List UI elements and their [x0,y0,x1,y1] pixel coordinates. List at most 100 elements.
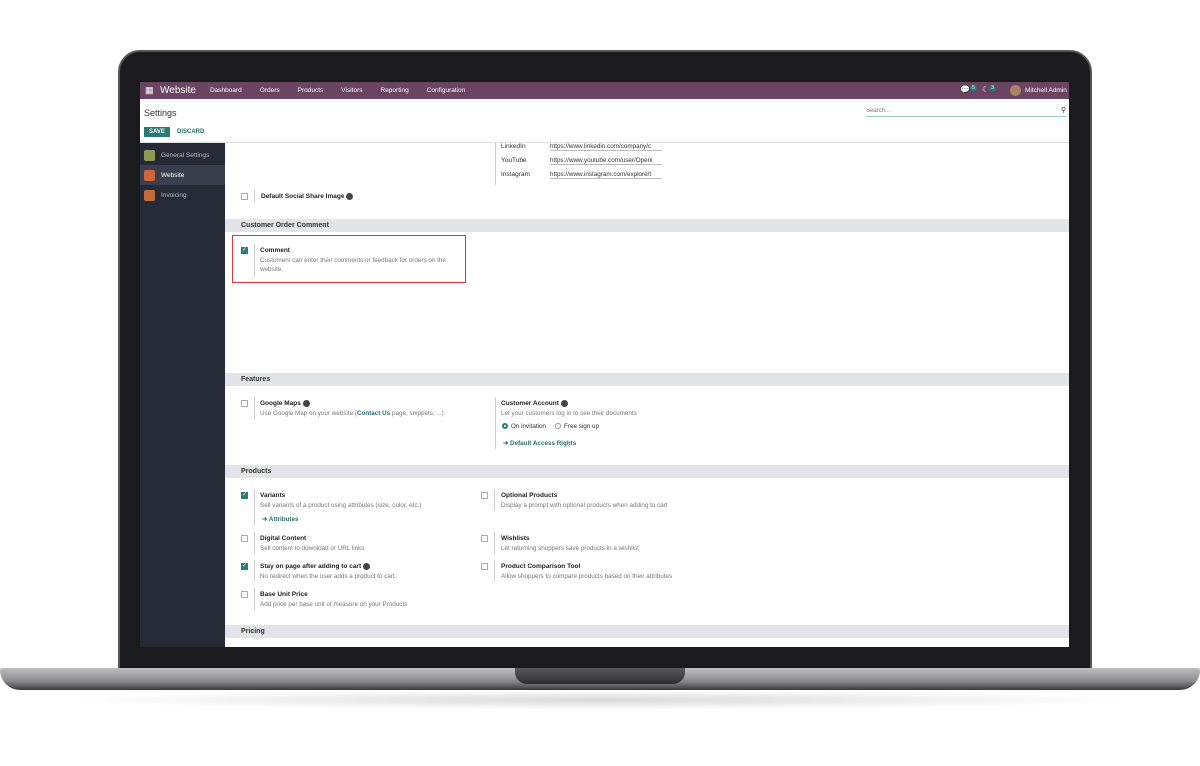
default-social-share-checkbox[interactable] [241,193,248,200]
divider [254,244,255,277]
stay-on-page-title: Stay on page after adding to cart [260,563,371,570]
control-panel: Settings SAVE DISCARD ⚲ [140,99,1069,143]
base-unit-price-title: Base Unit Price [260,591,308,598]
menu-products[interactable]: Products [297,87,324,94]
social-label-linkedin: LinkedIn [501,143,526,150]
comment-title: Comment [260,247,290,254]
sidebar-item-label: Invoicing [161,191,187,199]
linkedin-input[interactable]: https://www.linkedin.com/company/c [550,143,662,151]
on-invitation-label: On invitation [511,423,547,430]
variants-desc: Sell variants of a product using attribu… [260,502,422,509]
navbar: ▦ Website Dashboard Orders Products Visi… [140,82,1069,99]
contact-us-link[interactable]: Contact Us [356,410,391,417]
customer-account-desc: Let your customers log in to see their d… [501,410,637,417]
divider [254,532,255,554]
divider [494,560,495,582]
settings-sidebar: General Settings Website Invoicing [140,143,225,647]
wishlists-desc: Let returning shoppers save products in … [501,545,639,552]
divider [254,397,255,419]
sidebar-item-invoicing[interactable]: Invoicing [140,185,225,205]
app-name[interactable]: Website [160,85,196,96]
sidebar-item-label: Website [161,171,185,179]
divider [254,489,255,526]
variants-checkbox[interactable] [241,491,248,499]
section-products: Products [225,465,1069,478]
section-features: Features [225,373,1069,386]
menu-dashboard[interactable]: Dashboard [209,87,242,94]
product-comparison-desc: Allow shoppers to compare products based… [501,573,673,580]
user-name[interactable]: Mitchell Admin [1025,87,1067,94]
on-invitation-radio[interactable] [502,423,508,429]
wishlists-checkbox[interactable] [481,535,488,542]
stay-on-page-checkbox[interactable] [241,562,248,570]
apps-menu-icon[interactable]: ▦ [145,85,154,95]
section-customer-order-comment: Customer Order Comment [225,219,1069,232]
comment-desc-2: website. [260,266,284,273]
sidebar-item-label: General Settings [161,151,210,159]
divider [254,190,255,202]
divider [495,143,496,185]
customer-account-title: Customer Account [501,400,568,407]
digital-content-desc: Sell content to download or URL links [260,545,365,552]
page-title: Settings [144,108,177,118]
search-input[interactable] [866,106,1066,117]
divider [495,397,496,449]
avatar[interactable] [1010,85,1021,96]
discard-button[interactable]: DISCARD [177,129,205,135]
globe-icon [302,400,310,407]
instagram-input[interactable]: https://www.instagram.com/explore/t [550,171,662,179]
screen: ▦ Website Dashboard Orders Products Visi… [140,82,1069,647]
settings-content: LinkedIn https://www.linkedin.com/compan… [225,143,1069,647]
divider [254,560,255,582]
comment-checkbox[interactable] [241,246,248,254]
menu-orders[interactable]: Orders [259,87,280,94]
menu-visitors[interactable]: Visitors [341,87,363,94]
divider [254,588,255,610]
google-maps-checkbox[interactable] [241,400,248,407]
digital-content-checkbox[interactable] [241,535,248,542]
optional-products-desc: Display a prompt with optional products … [501,502,668,509]
stay-on-page-desc: No redirect when the user adds a product… [260,573,397,580]
messages-icon[interactable]: 💬 5 [960,85,977,94]
highlight-box [232,235,466,283]
digital-content-title: Digital Content [260,535,307,542]
save-button[interactable]: SAVE [144,127,170,137]
attributes-link[interactable]: ➔ Attributes [262,516,299,523]
sidebar-item-general-settings[interactable]: General Settings [140,145,225,165]
globe-icon [346,193,354,200]
laptop-shadow [60,690,1140,710]
free-signup-radio[interactable] [555,423,561,429]
social-label-youtube: YouTube [501,157,527,164]
product-comparison-title: Product Comparison Tool [501,563,581,570]
default-access-rights-link[interactable]: ➔ Default Access Rights [503,440,577,447]
activity-icon[interactable]: ☾ 3 [982,85,996,94]
google-maps-title: Google Maps [260,400,310,407]
laptop-notch [515,668,685,684]
default-social-share-title: Default Social Share Image [261,193,354,200]
product-comparison-checkbox[interactable] [481,563,488,570]
menu-reporting[interactable]: Reporting [380,87,409,94]
invoicing-icon [144,189,155,201]
optional-products-checkbox[interactable] [481,492,488,499]
globe-icon [363,563,371,570]
comment-desc: Customers can enter their comments or fe… [260,257,446,264]
search-icon[interactable]: ⚲ [1061,107,1067,114]
activity-badge: 3 [989,85,996,91]
divider [494,489,495,511]
wishlists-title: Wishlists [501,535,530,542]
section-pricing: Pricing [225,625,1069,638]
google-maps-desc: Use Google Map on your website (Contact … [260,410,444,417]
general-settings-icon [144,149,155,161]
youtube-input[interactable]: https://www.youtube.com/user/Openi [550,157,662,165]
base-unit-price-checkbox[interactable] [241,591,248,598]
menu-configuration[interactable]: Configuration [426,87,466,94]
base-unit-price-desc: Add price per base unit of measure on yo… [260,601,408,608]
globe-icon [560,400,568,407]
sidebar-item-website[interactable]: Website [140,165,225,185]
social-label-instagram: Instagram [501,171,530,178]
website-icon [144,169,155,181]
optional-products-title: Optional Products [501,492,558,499]
free-signup-label: Free sign up [564,423,600,430]
variants-title: Variants [260,492,286,499]
divider [494,532,495,554]
